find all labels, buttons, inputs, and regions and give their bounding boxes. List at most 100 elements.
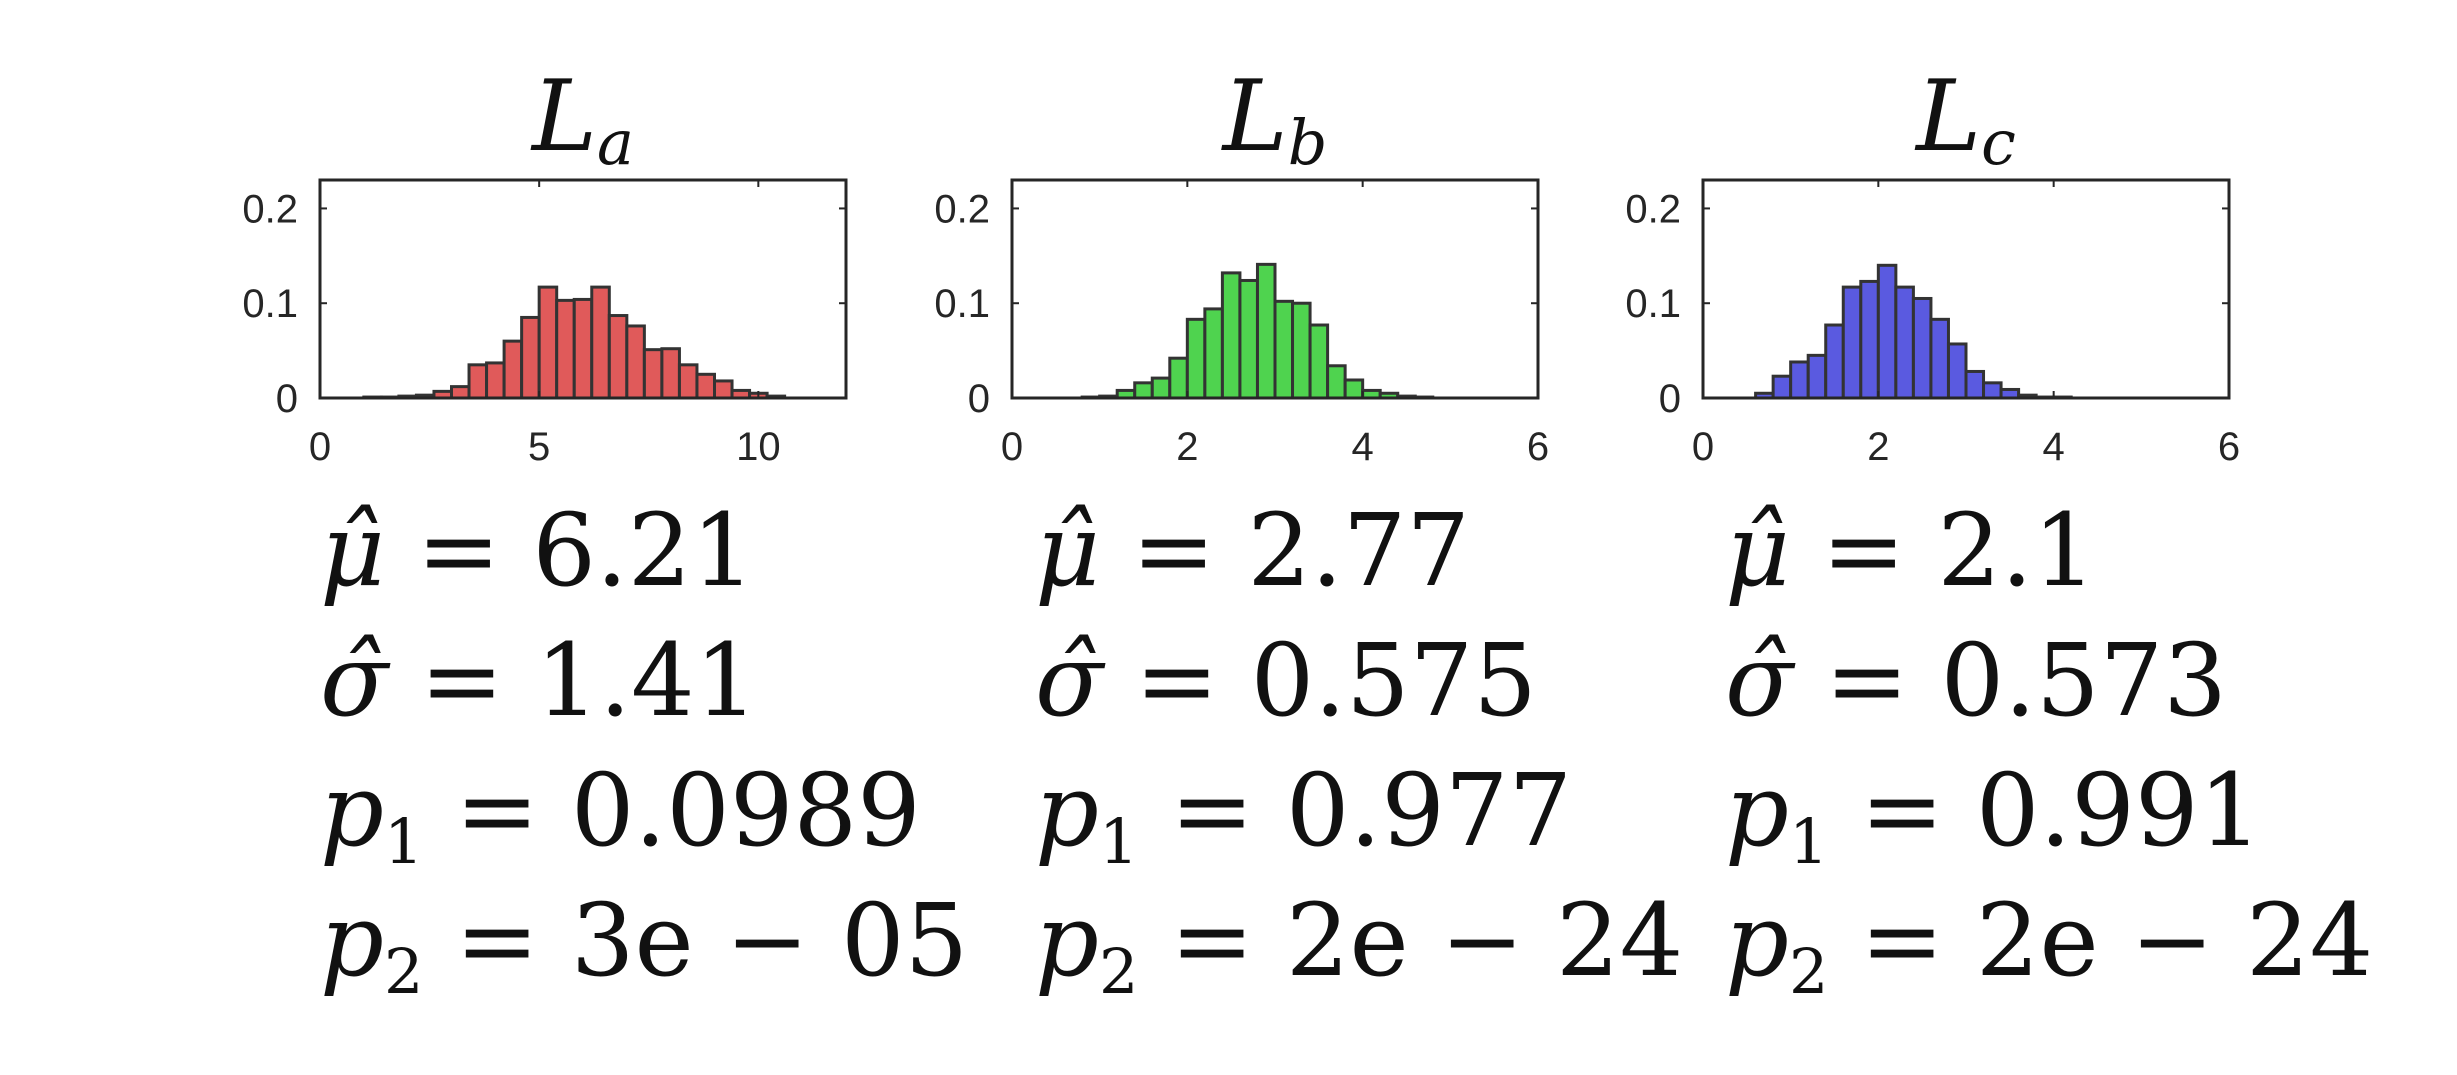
x-tick-label: 4 [2043, 425, 2065, 469]
stat-symbol: μ̂ [1035, 492, 1100, 609]
histogram-bar [1308, 323, 1330, 400]
y-tick-label: 0.1 [1625, 282, 1681, 326]
stat-value: 0.991 [1976, 752, 2262, 869]
x-tick-label: 6 [2218, 425, 2240, 469]
x-tick-label: 6 [1527, 425, 1549, 469]
histogram-bar [1929, 317, 1950, 400]
stat-symbol: p [1035, 882, 1099, 999]
stat-equals: = [423, 752, 570, 869]
stat-p1: p1 = 0.991 [1725, 752, 2262, 878]
stat-value: 2.1 [1937, 492, 2096, 609]
histogram-bar [1789, 360, 1810, 400]
histogram-panel-a: La 0 5 10 0 0.1 0.2 μ̂ = 6.21 σ̂ = 1.41 p1 = 0.09… [242, 60, 968, 1008]
stat-subscript: 1 [1789, 805, 1828, 878]
stat-symbol: μ̂ [1725, 492, 1790, 609]
x-tick-label: 0 [1692, 425, 1714, 469]
panel-title: Lc [1914, 60, 2016, 179]
histogram-bar [1771, 374, 1793, 400]
histogram-bar [1911, 296, 1933, 400]
stat-p2: p2 = 3e − 05 [320, 882, 968, 1008]
stat-value: 6.21 [532, 492, 755, 609]
stat-sigma: σ̂ = 0.575 [1035, 622, 1537, 739]
panel-title-main: L [530, 60, 597, 174]
stat-equals: = [1138, 882, 1285, 999]
panel-title-subscript: c [1981, 106, 2016, 179]
panel-title: La [530, 60, 634, 179]
stat-symbol: p [1725, 882, 1789, 999]
stat-value: 2e − 24 [1976, 882, 2373, 999]
x-tick-label: 2 [1176, 425, 1198, 469]
stat-equals: = [1138, 752, 1285, 869]
histogram-bar [1343, 378, 1365, 400]
histogram-bar [1964, 369, 1986, 400]
histogram-bar [590, 285, 611, 400]
stat-mu: μ̂ = 2.77 [1035, 492, 1470, 609]
x-tick-label: 4 [1352, 425, 1374, 469]
stat-equals: = [1103, 622, 1250, 739]
stat-symbol: μ̂ [320, 492, 385, 609]
histogram-bar [1185, 317, 1207, 400]
histogram-bar [1133, 381, 1154, 400]
x-tick-label: 10 [736, 425, 781, 469]
stat-sigma: σ̂ = 1.41 [320, 622, 758, 739]
x-tick-label: 2 [1867, 425, 1889, 469]
histogram-bar [1168, 356, 1189, 400]
histogram-bar [1894, 285, 1915, 400]
panel-title-main: L [1221, 60, 1288, 174]
stat-equals: = [388, 622, 535, 739]
stat-symbol: p [1035, 752, 1099, 869]
stat-p1: p1 = 0.0989 [320, 752, 921, 878]
stat-symbol: p [320, 752, 384, 869]
stat-symbol: σ̂ [1725, 622, 1796, 739]
x-tick-label: 0 [1001, 425, 1023, 469]
stat-value: 2.77 [1247, 492, 1470, 609]
stat-subscript: 2 [384, 935, 423, 1008]
stat-subscript: 1 [384, 805, 423, 878]
histogram-bar [1946, 342, 1968, 400]
stat-p2: p2 = 2e − 24 [1725, 882, 2373, 1008]
histogram-bar [537, 285, 559, 400]
stat-equals: = [1100, 492, 1247, 609]
stat-value: 2e − 24 [1286, 882, 1683, 999]
histogram-bar [572, 297, 594, 400]
histogram-bar [485, 361, 506, 400]
histogram-bar [467, 363, 489, 400]
histogram-bar [1841, 285, 1863, 400]
stat-sigma: σ̂ = 0.573 [1725, 622, 2227, 739]
stat-equals: = [1793, 622, 1940, 739]
y-tick-label: 0.2 [242, 187, 298, 231]
panel-title-main: L [1914, 60, 1981, 174]
histogram-bar [555, 298, 576, 400]
stat-value: 0.573 [1941, 622, 2227, 739]
histogram-bar [1876, 263, 1898, 400]
panel-title: Lb [1221, 60, 1328, 179]
histogram-bar [1806, 353, 1828, 400]
panel-title-subscript: b [1288, 106, 1328, 179]
stat-equals: = [423, 882, 570, 999]
histogram-bar [1150, 376, 1172, 400]
histogram-bar [713, 379, 734, 400]
stat-value: 3e − 05 [571, 882, 968, 999]
histogram-bar [1982, 381, 2003, 400]
y-tick-label: 0 [1659, 377, 1681, 421]
stat-equals: = [385, 492, 532, 609]
axes-box [1010, 178, 1540, 400]
histogram-bar [1220, 271, 1242, 400]
histogram-panel-b: Lb 0 2 4 6 0 0.1 0.2 μ̂ = 2.77 σ̂ = 0.575 p1 = 0.9… [934, 60, 1683, 1008]
stat-value: 0.575 [1251, 622, 1537, 739]
axes-box [318, 178, 848, 400]
histogram-bar [520, 315, 541, 400]
histogram-bar [1255, 262, 1277, 400]
stat-symbol: σ̂ [320, 622, 391, 739]
histogram-bar [1238, 278, 1259, 400]
y-tick-label: 0.2 [1625, 187, 1681, 231]
stat-value: 0.977 [1286, 752, 1572, 869]
histogram-bar [1824, 323, 1845, 400]
histogram-bar [1203, 307, 1224, 400]
histogram-bar [450, 385, 471, 400]
y-tick-label: 0 [968, 377, 990, 421]
stat-equals: = [1790, 492, 1937, 609]
stat-subscript: 2 [1099, 935, 1138, 1008]
histogram-bar [1291, 301, 1312, 400]
